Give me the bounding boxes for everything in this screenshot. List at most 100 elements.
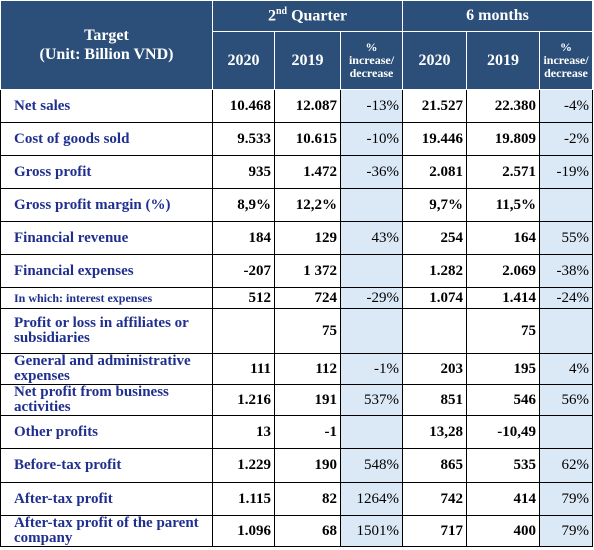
- quarter-2020-value: 1.216: [212, 384, 275, 416]
- six-months-2019-header: 2019: [466, 31, 540, 90]
- quarter-2019-header: 2019: [274, 31, 341, 90]
- quarter-2019-value: 12.087: [274, 89, 341, 123]
- quarter-2019-value: 129: [274, 221, 341, 255]
- table-row: Cost of goods sold 9.533 10.615 -10% 19.…: [0, 122, 594, 156]
- quarter-2020-header: 2020: [212, 31, 275, 90]
- six-months-pct-value: 79%: [538, 515, 594, 547]
- quarter-2019-value: 1.472: [274, 155, 341, 189]
- six-months-2020-value: 254: [402, 221, 467, 255]
- row-label: Financial expenses: [0, 254, 213, 288]
- six-months-2020-value: 1.282: [402, 254, 467, 288]
- quarter-pct-value: 548%: [340, 448, 403, 483]
- quarter-pct-value: [340, 254, 403, 288]
- six-months-2020-value: [402, 308, 467, 354]
- six-months-pct-value: -2%: [538, 122, 594, 156]
- six-months-2020-value: 865: [402, 448, 467, 483]
- table-row: Financial revenue 184 129 43% 254 164 55…: [0, 221, 594, 255]
- quarter-header: 2nd Quarter: [212, 0, 403, 32]
- row-label: Before-tax profit: [0, 448, 213, 483]
- six-months-pct-value: 55%: [538, 221, 594, 255]
- quarter-pct-value: [340, 415, 403, 449]
- quarter-2019-value: 12,2%: [274, 188, 341, 222]
- six-months-2020-value: 1.074: [402, 287, 467, 309]
- quarter-2019-value: 191: [274, 384, 341, 416]
- row-label: Financial revenue: [0, 221, 213, 255]
- six-months-2020-value: 13,28: [402, 415, 467, 449]
- table-row: Financial expenses -207 1 372 1.282 2.06…: [0, 254, 594, 288]
- six-months-2020-value: 2.081: [402, 155, 467, 189]
- quarter-pct-value: 1501%: [340, 515, 403, 547]
- six-months-pct-value: [538, 188, 594, 222]
- six-months-2019-value: 414: [466, 482, 540, 516]
- table-row: Net sales 10.468 12.087 -13% 21.527 22.3…: [0, 89, 594, 123]
- target-header: Target (Unit: Billion VND): [0, 0, 213, 90]
- six-months-2019-value: 195: [466, 353, 540, 385]
- quarter-pct-increase: increase/: [348, 53, 395, 67]
- six-months-pct-value: -24%: [538, 287, 594, 309]
- six-months-2020-header: 2020: [402, 31, 467, 90]
- quarter-pct-value: [340, 188, 403, 222]
- quarter-2020-value: 935: [212, 155, 275, 189]
- six-months-2019-value: 546: [466, 384, 540, 416]
- quarter-2019-value: 75: [274, 308, 341, 354]
- table-row: After-tax profit 1.115 82 1264% 742 414 …: [0, 482, 594, 516]
- six-months-2020-value: 717: [402, 515, 467, 547]
- quarter-2019-value: -1: [274, 415, 341, 449]
- six-months-2020-value: 851: [402, 384, 467, 416]
- table-row: General and administrative expenses 111 …: [0, 353, 594, 385]
- quarter-number: 2: [267, 7, 276, 25]
- six-months-2020-value: 203: [402, 353, 467, 385]
- row-label: In which: interest expenses: [0, 287, 213, 309]
- quarter-word: Quarter: [291, 7, 348, 25]
- six-months-pct-value: 4%: [538, 353, 594, 385]
- six-months-2020-value: 9,7%: [402, 188, 467, 222]
- six-months-2019-value: 400: [466, 515, 540, 547]
- quarter-2020-value: 13: [212, 415, 275, 449]
- quarter-2020-value: -207: [212, 254, 275, 288]
- quarter-2019-value: 190: [274, 448, 341, 483]
- target-header-line1: Target: [84, 27, 129, 44]
- row-label: After-tax profit of the parent company: [0, 515, 213, 547]
- quarter-pct-value: -1%: [340, 353, 403, 385]
- table-row: Net profit from business activities 1.21…: [0, 384, 594, 416]
- row-label: Net profit from business activities: [0, 384, 213, 416]
- six-months-pct-decrease: decrease: [544, 66, 588, 80]
- row-label: General and administrative expenses: [0, 353, 213, 385]
- six-months-2019-value: 1.414: [466, 287, 540, 309]
- six-months-pct-value: 62%: [538, 448, 594, 483]
- table-row: After-tax profit of the parent company 1…: [0, 515, 594, 547]
- six-months-2020-value: 742: [402, 482, 467, 516]
- quarter-pct-value: -13%: [340, 89, 403, 123]
- six-months-pct-value: 79%: [538, 482, 594, 516]
- six-months-2020-value: 19.446: [402, 122, 467, 156]
- quarter-2019-value: 68: [274, 515, 341, 547]
- table-row: Before-tax profit 1.229 190 548% 865 535…: [0, 448, 594, 483]
- six-months-pct-increase: increase/: [543, 53, 589, 67]
- six-months-pct-value: [538, 415, 594, 449]
- six-months-pct-header: % increase/ decrease: [538, 31, 594, 90]
- six-months-2019-value: 75: [466, 308, 540, 354]
- quarter-pct-symbol: %: [365, 40, 378, 54]
- quarter-2020-value: 10.468: [212, 89, 275, 123]
- quarter-2020-value: 1.229: [212, 448, 275, 483]
- six-months-pct-value: 56%: [538, 384, 594, 416]
- row-label: Net sales: [0, 89, 213, 123]
- quarter-2019-value: 82: [274, 482, 341, 516]
- quarter-2020-value: 184: [212, 221, 275, 255]
- row-label: Gross profit: [0, 155, 213, 189]
- six-months-2019-value: -10,49: [466, 415, 540, 449]
- target-header-line2: (Unit: Billion VND): [39, 46, 174, 63]
- quarter-2020-value: 111: [212, 353, 275, 385]
- quarter-2020-value: 1.096: [212, 515, 275, 547]
- six-months-2019-value: 2.069: [466, 254, 540, 288]
- six-months-pct-symbol: %: [560, 40, 573, 54]
- row-label: Gross profit margin (%): [0, 188, 213, 222]
- six-months-2019-value: 164: [466, 221, 540, 255]
- six-months-pct-value: -38%: [538, 254, 594, 288]
- six-months-2019-value: 535: [466, 448, 540, 483]
- quarter-2020-value: 1.115: [212, 482, 275, 516]
- six-months-2019-value: 2.571: [466, 155, 540, 189]
- quarter-pct-value: 1264%: [340, 482, 403, 516]
